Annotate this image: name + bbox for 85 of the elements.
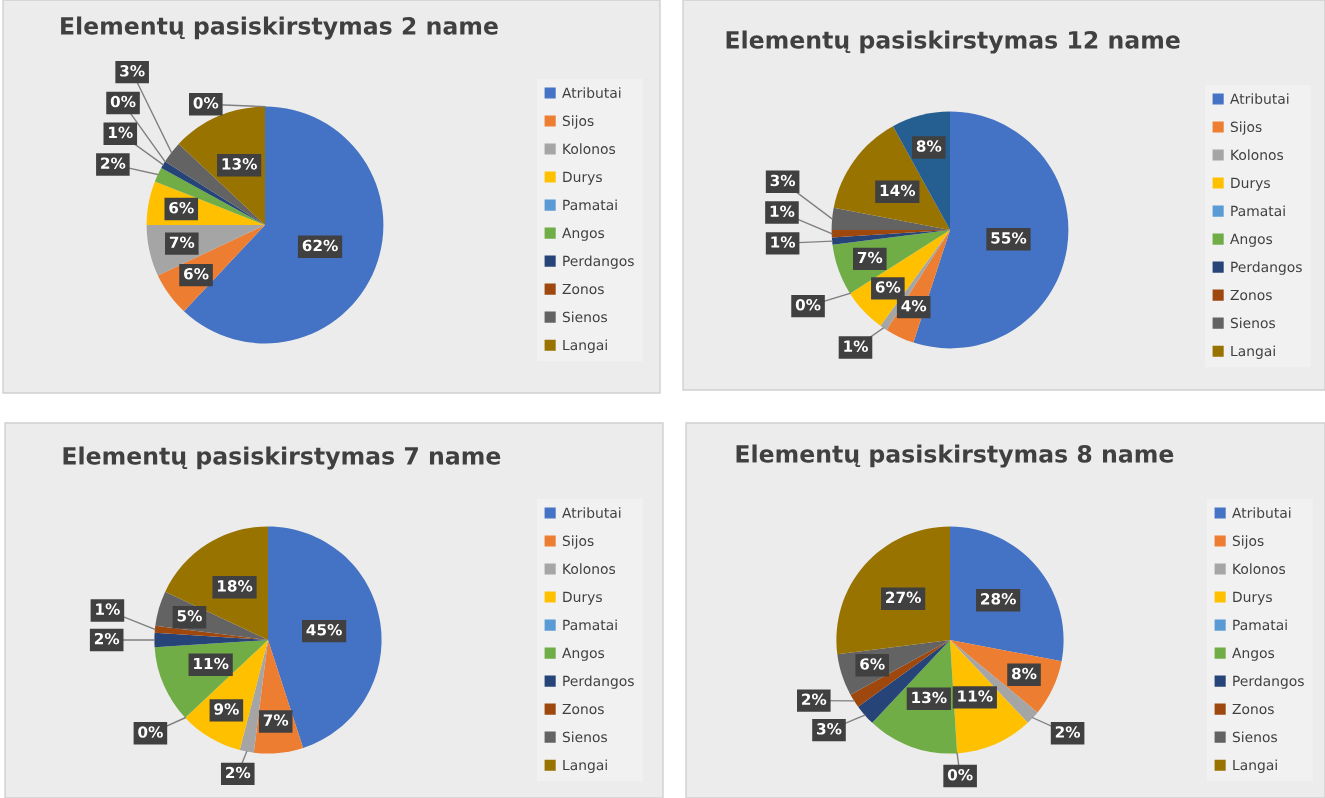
legend-label: Sijos xyxy=(1232,535,1264,549)
data-label: 3% xyxy=(817,723,842,735)
data-label: 1% xyxy=(109,126,133,139)
data-label: 11% xyxy=(194,657,229,670)
legend-label: Durys xyxy=(563,171,602,185)
data-label: 62% xyxy=(302,239,338,252)
data-label: 7% xyxy=(857,251,883,264)
chart-title: Elementų pasiskirstymas 7 name xyxy=(63,446,501,470)
data-label: 8% xyxy=(916,140,942,152)
legend-label: Sienos xyxy=(562,311,608,323)
legend-label: Atributai xyxy=(562,87,621,99)
legend-label: Langai xyxy=(563,759,607,773)
legend-label: Sienos xyxy=(1232,731,1278,743)
data-label: 13% xyxy=(912,691,947,704)
legend-label: Kolonos xyxy=(563,143,616,155)
legend-label: Sijos xyxy=(562,535,594,549)
text: 0% xyxy=(138,726,163,738)
legend-label: Atributai xyxy=(1230,93,1289,105)
data-label: 14% xyxy=(880,184,916,197)
legend-label: Sijos xyxy=(1230,121,1262,135)
data-label: 9% xyxy=(214,703,239,715)
legend-label: Pamatai xyxy=(563,619,617,631)
data-label: 13% xyxy=(222,158,257,170)
data-label: 28% xyxy=(981,593,1016,605)
data-label: 2% xyxy=(226,766,251,779)
text: 0% xyxy=(947,768,973,781)
legend-label: Zonos xyxy=(1232,703,1274,715)
data-label: 8% xyxy=(1011,667,1037,680)
data-label: 11% xyxy=(958,690,993,702)
data-label: 1% xyxy=(96,603,120,615)
data-label: 6% xyxy=(169,201,194,214)
legend-label: Perdangos xyxy=(1231,261,1302,275)
data-label: 4% xyxy=(901,300,927,312)
data-label: 6% xyxy=(875,281,901,293)
data-label: 2% xyxy=(1055,726,1081,738)
legend-label: Perdangos xyxy=(1233,675,1304,689)
legend-label: Atributai xyxy=(562,507,621,519)
legend-label: Zonos xyxy=(1230,289,1272,301)
data-label: 2% xyxy=(802,693,827,706)
legend-label: Kolonos xyxy=(563,563,616,575)
chart-title: Elementų pasiskirstymas 2 name xyxy=(61,16,498,40)
data-label: 1% xyxy=(771,236,796,248)
text: 0% xyxy=(193,97,219,109)
chart-title: Elementų pasiskirstymas 8 name xyxy=(736,444,1174,468)
legend-label: Angos xyxy=(1232,647,1275,661)
data-label: 7% xyxy=(263,714,289,726)
legend-label: Langai xyxy=(563,339,607,353)
legend-label: Pamatai xyxy=(1233,619,1287,631)
legend-label: Perdangos xyxy=(563,675,634,689)
data-label: 3% xyxy=(120,65,145,77)
data-label: 6% xyxy=(184,267,209,280)
data-label: 55% xyxy=(991,232,1027,244)
text: 0% xyxy=(795,299,821,311)
data-label: 18% xyxy=(217,580,253,592)
legend-label: Perdangos xyxy=(563,255,634,269)
legend-label: Pamatai xyxy=(1231,205,1285,217)
data-label: 2% xyxy=(94,632,120,645)
data-label: 2% xyxy=(101,157,126,169)
data-label: 27% xyxy=(886,591,921,604)
legend-label: Langai xyxy=(1233,759,1277,773)
legend-label: Angos xyxy=(1230,233,1273,247)
data-label: 3% xyxy=(770,174,796,187)
legend-label: Durys xyxy=(1233,591,1272,605)
data-label: 6% xyxy=(860,658,885,670)
data-label: 1% xyxy=(770,205,795,218)
legend-label: Kolonos xyxy=(1231,149,1284,161)
text: 0% xyxy=(110,95,136,108)
legend-label: Angos xyxy=(562,227,605,241)
legend-label: Durys xyxy=(563,591,602,605)
legend-label: Langai xyxy=(1231,345,1275,359)
data-label: 7% xyxy=(169,236,195,249)
legend-label: Atributai xyxy=(1232,507,1291,519)
legend-label: Sijos xyxy=(562,115,594,129)
legend-label: Zonos xyxy=(562,703,604,715)
legend-label: Pamatai xyxy=(563,199,617,211)
legend-label: Angos xyxy=(562,647,605,661)
data-label: 1% xyxy=(844,340,868,352)
chart-title: Elementų pasiskirstymas 12 name xyxy=(726,30,1180,54)
legend-label: Sienos xyxy=(562,731,608,743)
legend-label: Durys xyxy=(1231,177,1270,191)
data-label: 5% xyxy=(177,610,202,622)
legend-label: Kolonos xyxy=(1233,563,1286,575)
legend-label: Sienos xyxy=(1230,317,1276,329)
legend-label: Zonos xyxy=(562,283,604,295)
data-label: 45% xyxy=(306,623,342,636)
